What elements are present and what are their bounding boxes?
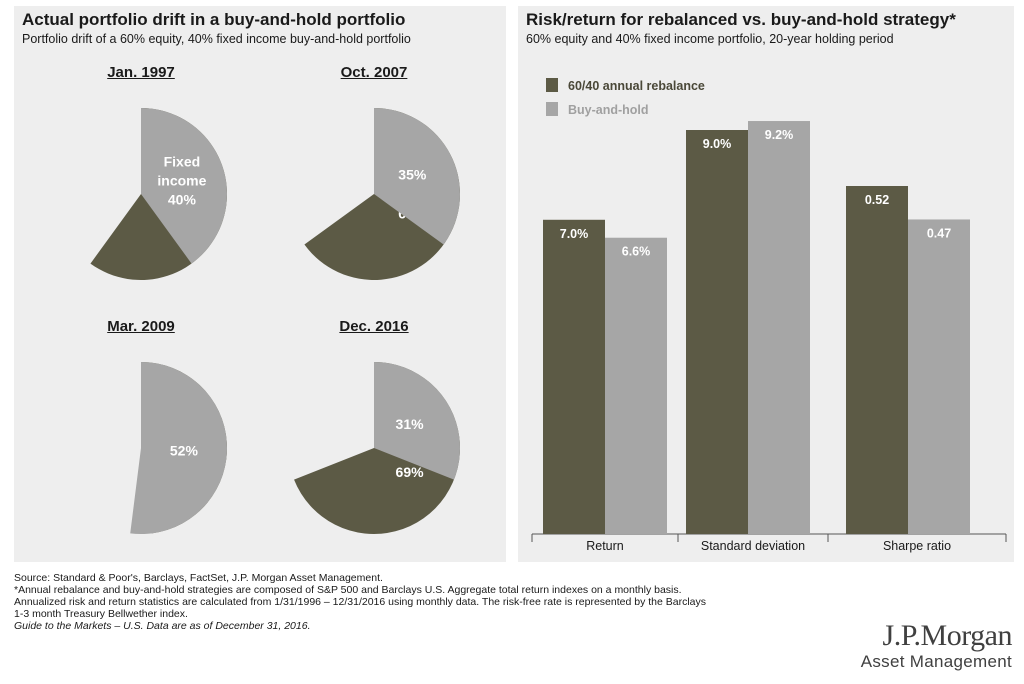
bar-standard-deviation-rebalance bbox=[686, 130, 748, 534]
footnote-statistics-cont: 1-3 month Treasury Bellwether index. bbox=[14, 608, 188, 620]
pie-0-slice-1 bbox=[141, 108, 227, 264]
pie-1-label-1: 35% bbox=[398, 166, 427, 182]
pie-3-label-1: 31% bbox=[396, 416, 425, 432]
category-label-1: Standard deviation bbox=[701, 539, 805, 553]
bar-label-1-1: 9.2% bbox=[765, 128, 794, 142]
portfolio-drift-panel: Actual portfolio drift in a buy-and-hold… bbox=[14, 6, 506, 562]
footnote-guide: Guide to the Markets – U.S. Data are as … bbox=[14, 620, 311, 632]
bar-label-2-1: 0.47 bbox=[927, 226, 951, 240]
bar-return-rebalance bbox=[543, 219, 605, 534]
pie-title-oct-2007: Oct. 2007 bbox=[340, 64, 408, 81]
footnote-strategies: *Annual rebalance and buy-and-hold strat… bbox=[14, 584, 682, 596]
footnote-statistics: Annualized risk and return statistics ar… bbox=[14, 596, 707, 608]
right-panel-title: Risk/return for rebalanced vs. buy-and-h… bbox=[526, 10, 956, 29]
legend-label-1: Buy-and-hold bbox=[568, 103, 649, 117]
category-label-0: Return bbox=[586, 539, 624, 553]
bar-sharpe-ratio-rebalance bbox=[846, 186, 908, 534]
bar-label-1-0: 9.0% bbox=[703, 137, 732, 151]
logo-brand: J.P.Morgan bbox=[882, 619, 1013, 652]
footnote-source: Source: Standard & Poor's, Barclays, Fac… bbox=[14, 572, 383, 584]
logo-unit: Asset Management bbox=[860, 652, 1012, 671]
bar-chart: 7.0% 6.6% Return 9.0% 9.2% Standard deviation… bbox=[531, 78, 1007, 553]
pie-2-label-1: 52% bbox=[170, 443, 199, 459]
pie-title-dec-2016: Dec. 2016 bbox=[339, 318, 409, 335]
footnotes: Source: Standard & Poor's, Barclays, Fac… bbox=[14, 572, 834, 632]
pie-0-label-1: Fixed income 40% bbox=[157, 154, 206, 208]
category-label-2: Sharpe ratio bbox=[883, 539, 951, 553]
bar-label-0-1: 6.6% bbox=[622, 245, 651, 259]
left-panel-title: Actual portfolio drift in a buy-and-hold… bbox=[22, 10, 406, 29]
pie-2-slice-1 bbox=[130, 362, 228, 534]
legend-label-0: 60/40 annual rebalance bbox=[568, 79, 705, 93]
pie-title-mar-2009: Mar. 2009 bbox=[107, 318, 175, 335]
bar-label-0-0: 7.0% bbox=[560, 227, 589, 241]
right-panel-subtitle: 60% equity and 40% fixed income portfoli… bbox=[526, 32, 894, 46]
risk-return-panel: Risk/return for rebalanced vs. buy-and-h… bbox=[518, 6, 1014, 562]
pie-3-slice-1 bbox=[374, 362, 460, 480]
bar-return-buy-and-hold bbox=[605, 237, 667, 534]
bar-sharpe-ratio-buy-and-hold bbox=[908, 219, 970, 534]
bar-standard-deviation-buy-and-hold bbox=[748, 121, 810, 535]
pie-charts: Equity60%Fixedincome40%65%35%48%52%69%31… bbox=[90, 108, 461, 534]
bar-label-2-0: 0.52 bbox=[865, 193, 889, 207]
legend-swatch-0 bbox=[546, 78, 558, 92]
pie-title-jan-1997: Jan. 1997 bbox=[107, 64, 175, 81]
jpmorgan-logo: J.P.Morgan Asset Management bbox=[860, 619, 1013, 672]
pie-1-slice-1 bbox=[374, 108, 461, 245]
pie-3-label-0: 69% bbox=[396, 464, 425, 480]
legend-swatch-1 bbox=[546, 102, 558, 116]
left-panel-subtitle: Portfolio drift of a 60% equity, 40% fix… bbox=[22, 32, 411, 46]
